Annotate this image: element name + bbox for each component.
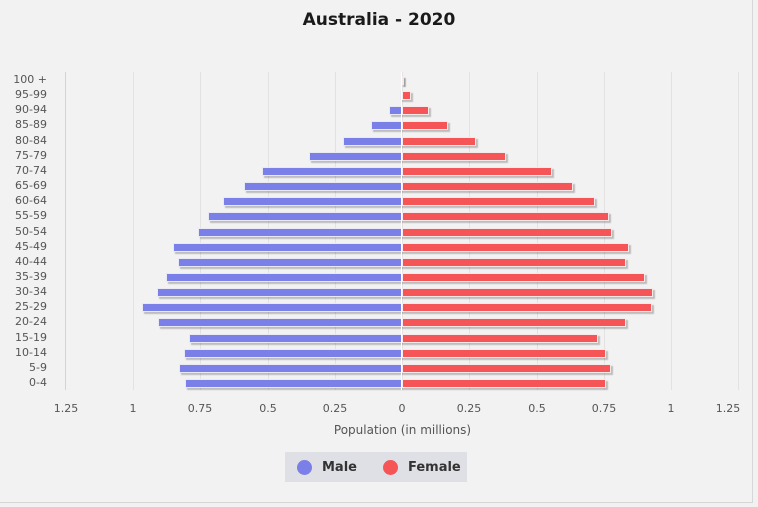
y-tick-label: 5-9 [29,360,47,374]
bar-female [402,318,627,328]
bar-male [178,363,402,373]
x-tick-label: 0 [398,402,406,415]
x-tick-label: 0.5 [528,402,546,415]
bar-female [402,121,448,131]
y-tick-label: 80-84 [15,133,47,147]
bar-male [165,272,402,282]
x-tick-label: 0.5 [259,402,277,415]
y-axis-line [65,72,66,390]
bar-female [402,76,404,85]
x-tick-label: 0.25 [322,402,348,415]
bar-female [402,288,653,298]
y-tick-label: 95-99 [15,88,47,102]
bar-female [402,136,476,146]
bar-male [184,379,402,388]
x-tick-label: 0.75 [591,402,617,415]
bar-male [172,242,402,252]
bar-female [402,91,411,101]
male-dot-icon [297,459,312,475]
bar-male [243,182,402,192]
bar-female [402,227,613,237]
bar-male [158,318,402,328]
legend: Male Female [285,452,467,482]
bar-female [402,348,607,358]
y-tick-label: 85-89 [15,118,47,132]
bar-male [188,333,402,343]
x-tick-label: 0.25 [456,402,482,415]
bar-female [402,333,599,343]
bar-male [177,257,402,267]
x-tick-label: 1 [667,402,675,415]
y-tick-label: 40-44 [15,254,47,268]
bar-female [402,242,630,252]
bar-female [402,151,506,161]
x-tick-label: 0.75 [187,402,213,415]
y-tick-label: 15-19 [15,330,47,344]
y-tick-label: 20-24 [15,315,47,329]
x-tick-label: 1 [129,402,137,415]
bar-male [343,136,402,146]
female-dot-icon [382,459,398,475]
gridline [133,72,134,390]
legend-item-male[interactable]: Male [297,459,357,475]
y-tick-label: 90-94 [15,103,47,117]
y-tick-label: 75-79 [15,148,47,162]
y-tick-label: 0-4 [29,376,47,389]
legend-label-female: Female [407,459,461,475]
bar-male [222,197,402,207]
y-tick-label: 10-14 [15,345,47,359]
y-tick-label: 70-74 [15,163,47,177]
bar-female [402,257,627,267]
bar-male [197,227,402,237]
legend-item-female[interactable]: Female [382,459,461,475]
chart-title: Australia - 2020 [302,10,456,30]
y-tick-label: 35-39 [15,269,47,283]
y-tick-label: 50-54 [15,224,47,238]
bar-female [402,197,596,207]
bar-male [207,212,402,222]
x-axis-label: Population (in millions) [333,423,472,437]
bar-male [371,121,402,131]
y-tick-label: 55-59 [15,209,47,223]
y-tick-label: 100 + [13,73,47,86]
bar-male [156,288,402,298]
y-tick-label: 65-69 [15,179,47,193]
bar-male [183,348,402,358]
center-axis-line [401,72,402,390]
bar-female [402,379,607,388]
y-tick-label: 45-49 [15,239,47,253]
bar-male [309,151,402,161]
bar-female [402,272,646,282]
bar-female [402,182,574,192]
bar-female [402,363,612,373]
x-tick-label: 1.25 [53,402,79,415]
x-tick-label: 1.25 [715,402,741,415]
y-tick-label: 30-34 [15,285,47,299]
bar-female [402,106,429,116]
bar-female [402,303,653,313]
bar-female [402,166,552,176]
bar-male [141,303,402,313]
legend-label-male: Male [322,459,357,475]
gridline [738,72,739,390]
y-tick-label: 60-64 [15,194,47,208]
bar-female [402,212,610,222]
gridline [671,72,672,390]
y-tick-label: 25-29 [15,300,47,314]
bar-male [262,166,402,176]
